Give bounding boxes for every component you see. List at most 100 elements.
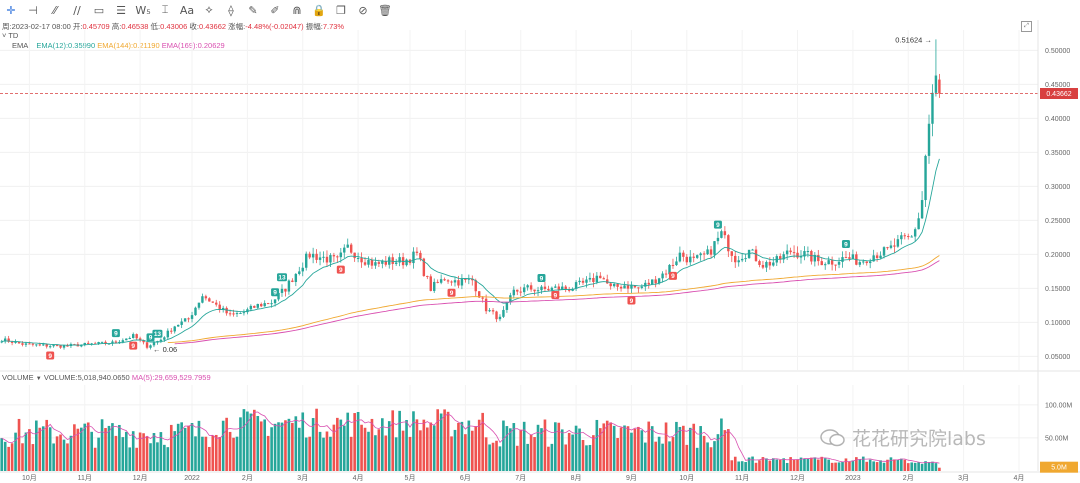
brush-icon[interactable]: ✎: [248, 3, 258, 17]
candle-body: [256, 303, 259, 308]
time-tick-label: 11月: [78, 474, 92, 482]
magnet-icon[interactable]: ⋒: [292, 3, 302, 17]
gann-icon[interactable]: ⟠: [228, 3, 234, 17]
candle-body: [55, 345, 59, 347]
candle-body: [765, 261, 768, 268]
candle-body: [820, 261, 823, 266]
td-marker-label: 9: [339, 267, 343, 274]
volume-bar: [834, 462, 837, 471]
candle-body: [318, 257, 322, 260]
parallel-channel-icon[interactable]: ∕∕: [73, 3, 81, 17]
text-icon[interactable]: Aa: [179, 3, 195, 17]
volume-bar: [799, 457, 803, 471]
trend-line-icon[interactable]: ⁄⁄: [53, 3, 57, 17]
candle-body: [626, 285, 630, 289]
candle-body: [125, 338, 128, 341]
ruler-icon[interactable]: ✐: [270, 3, 280, 17]
volume-bar: [692, 423, 696, 471]
candle-body: [637, 287, 640, 289]
volume-bar: [554, 422, 557, 471]
candle-body: [439, 279, 443, 283]
volume-bar: [633, 428, 637, 471]
volume-dropdown-icon[interactable]: ▼: [35, 376, 42, 382]
volume-bar: [564, 444, 568, 471]
candle-body: [481, 297, 484, 299]
td-marker-badge: [276, 273, 287, 282]
volume-bar: [560, 429, 564, 471]
volume-bar: [841, 461, 844, 471]
candle-body: [263, 303, 266, 307]
crosshair-icon[interactable]: ✛: [6, 3, 16, 17]
ema-lines: [0, 93, 1038, 346]
candle-body: [249, 305, 253, 310]
candle-body: [66, 345, 69, 347]
volume-bar: [477, 419, 481, 471]
measure-icon[interactable]: ⌶: [161, 3, 169, 16]
volume-bar: [432, 425, 436, 471]
drawing-toolbar: ✛ ⊣ ⁄⁄ ∕∕ ▭ ☰ W₅ ⌶ Aa ⟡ ⟠ ✎ ✐ ⋒ 🔒 ❐ ⊘ 🗑: [0, 0, 1080, 20]
volume-bar: [52, 443, 55, 471]
volume-bar: [830, 462, 834, 471]
candle-body: [761, 264, 765, 268]
wechat-logo-icon: [820, 428, 845, 446]
ema-legend[interactable]: EMA EMA(12):0.35990 EMA(144):0.21190 EMA…: [12, 41, 225, 50]
rectangle-icon[interactable]: ▭: [93, 3, 105, 17]
time-tick-label: 4月: [1014, 474, 1025, 482]
candle-body: [104, 341, 107, 344]
volume-bar: [671, 437, 675, 471]
pattern-icon[interactable]: ⟡: [205, 3, 213, 16]
candle-body: [817, 255, 820, 262]
volume-bar: [41, 426, 45, 471]
volume-bar: [526, 443, 529, 471]
candle-body: [419, 252, 422, 259]
candle-body: [889, 245, 893, 248]
volume-bar: [664, 422, 668, 471]
volume-bar: [630, 432, 633, 471]
volume-bar: [685, 444, 689, 471]
td-indicator-legend[interactable]: ˅ TD: [2, 31, 18, 40]
volume-bar: [768, 460, 772, 471]
expand-icon[interactable]: ⤢: [1021, 21, 1032, 32]
candle-body: [426, 275, 429, 277]
candle-body: [83, 342, 86, 345]
candle-body: [367, 259, 370, 265]
td-marker-badge: [668, 271, 677, 280]
volume-bar: [557, 422, 561, 471]
volume-bar: [239, 417, 242, 471]
copy-icon[interactable]: ❐: [336, 3, 346, 17]
candle-body: [471, 278, 474, 281]
collapse-icon[interactable]: ˅: [2, 31, 7, 40]
candle-body: [920, 200, 924, 219]
horizontal-line-icon[interactable]: ⊣: [28, 3, 38, 17]
volume-bar: [522, 421, 526, 471]
candle-body: [201, 296, 204, 303]
lock-icon[interactable]: 🔒: [312, 3, 326, 17]
volume-bar: [439, 413, 443, 471]
volume-legend[interactable]: VOLUME ▼ VOLUME:5,018,940.0650 MA(5):29,…: [2, 373, 211, 382]
volume-bar: [695, 447, 699, 471]
elliott-wave-icon[interactable]: W₅: [135, 3, 151, 17]
volume-bar: [228, 431, 232, 471]
candle-body: [498, 316, 502, 320]
candle-body: [509, 295, 512, 303]
candle-body: [145, 342, 149, 348]
volume-bar: [201, 436, 204, 471]
volume-bar: [588, 444, 592, 471]
fib-retracement-icon[interactable]: ☰: [116, 3, 126, 17]
candle-body: [730, 251, 734, 256]
volume-bar: [211, 435, 215, 471]
volume-bar: [643, 442, 647, 471]
volume-bar: [83, 423, 87, 471]
volume-bar: [592, 435, 595, 471]
candle-body: [612, 283, 616, 287]
volume-bar: [280, 422, 284, 471]
hide-icon[interactable]: ⊘: [358, 3, 368, 17]
candle-body: [412, 251, 415, 264]
candle-body: [42, 344, 45, 346]
price-tick-label: 0.35000: [1045, 150, 1070, 157]
td-marker-label: 9: [131, 343, 135, 350]
volume-bar: [325, 431, 329, 471]
volume-bar: [17, 418, 21, 471]
trash-icon[interactable]: 🗑: [378, 3, 392, 17]
